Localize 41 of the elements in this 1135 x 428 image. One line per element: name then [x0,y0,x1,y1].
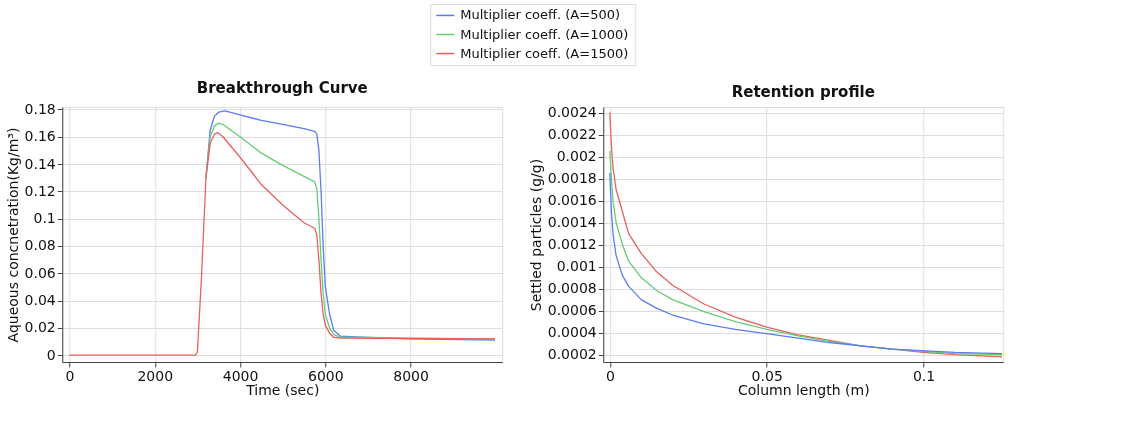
legend-label: Multiplier coeff. (A=1500) [460,45,629,61]
y-tick-label: 0.14 [24,155,56,172]
y-tick-label: 0.04 [24,292,56,309]
y-axis-title: Aqueous concnetration(Kg/m³) [4,127,21,343]
y-axis-title: Settled particles (g/g) [527,158,544,312]
y-tick-label: 0.08 [24,237,56,254]
x-tick-label: 0 [65,367,75,384]
x-tick-label: 6000 [307,367,344,384]
y-tick-label: 0.06 [24,264,56,281]
y-tick-label: 0.12 [24,182,56,199]
line-series [68,132,496,356]
y-tick-label: 0 [46,346,56,363]
x-tick-label: 2000 [137,367,174,384]
x-axis-title: Time (sec) [245,381,320,398]
x-tick-label: 4000 [222,367,259,384]
legend-label: Multiplier coeff. (A=1000) [460,26,629,42]
y-tick-label: 0.18 [24,100,56,117]
y-tick-label: 0.0004 [547,324,597,341]
chart-title: Retention profile [731,82,875,101]
y-tick-label: 0.0022 [547,126,597,143]
x-tick-label: 0.05 [751,367,783,384]
y-tick-label: 0.0018 [547,170,597,187]
x-tick-label: 8000 [393,367,429,384]
y-tick-label: 0.1 [33,210,56,227]
y-tick-label: 0.0014 [547,214,597,231]
y-tick-label: 0.16 [24,128,56,145]
y-tick-label: 0.0006 [547,302,597,319]
y-tick-label: 0.0008 [547,280,597,297]
y-tick-label: 0.001 [556,258,597,275]
line-series [609,111,1003,358]
y-tick-label: 0.02 [24,319,56,336]
y-tick-label: 0.0012 [547,236,597,253]
y-tick-label: 0.0024 [547,104,597,120]
x-axis-title: Column length (m) [737,381,870,398]
legend-label: Multiplier coeff. (A=500) [460,7,621,23]
y-tick-label: 0.0002 [547,346,597,363]
x-tick-label: 0.1 [912,367,936,384]
y-tick-label: 0.0016 [547,192,597,209]
x-tick-label: 0 [605,367,615,384]
y-tick-label: 0.002 [556,148,597,165]
chart-title: Breakthrough Curve [196,79,368,98]
